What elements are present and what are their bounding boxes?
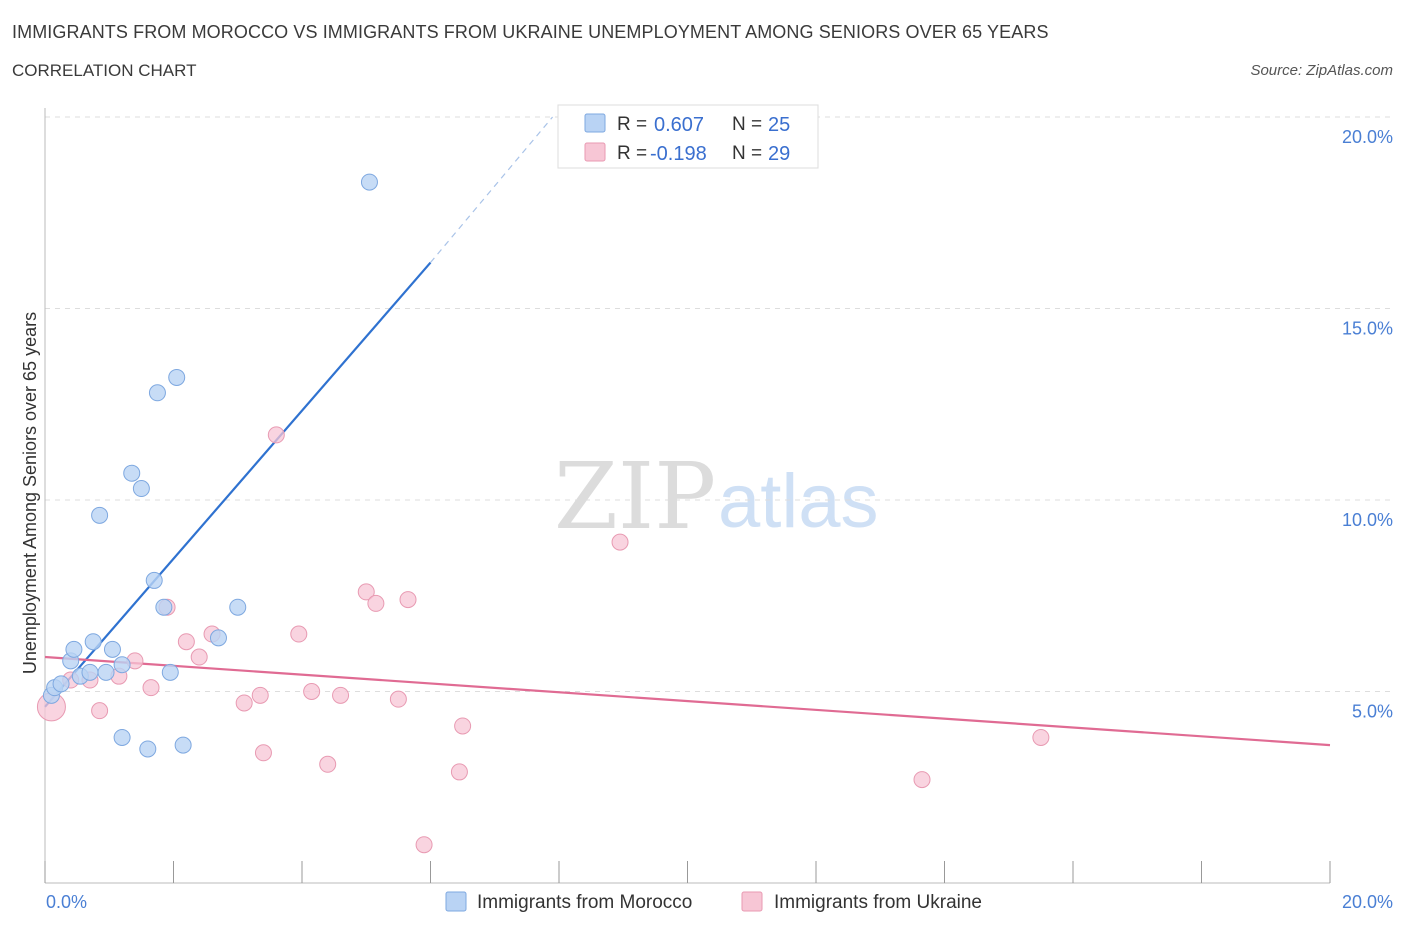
grid-lines bbox=[45, 116, 1395, 692]
point-morocco bbox=[174, 736, 192, 754]
point-ukraine bbox=[611, 533, 629, 551]
point-morocco bbox=[155, 598, 173, 616]
morocco-r-label: R = bbox=[617, 114, 647, 135]
y-tick-label-15: 15.0% bbox=[1342, 319, 1393, 339]
point-morocco bbox=[360, 173, 378, 191]
point-morocco bbox=[113, 656, 131, 674]
trend-line-morocco bbox=[44, 261, 432, 708]
morocco-r-value: 0.607 bbox=[654, 114, 704, 136]
watermark-atlas: atlas bbox=[718, 459, 879, 544]
morocco-swatch bbox=[584, 113, 606, 133]
series-legend: Immigrants from Morocco Immigrants from … bbox=[445, 891, 982, 913]
point-morocco bbox=[91, 506, 109, 524]
point-morocco bbox=[103, 640, 121, 658]
source-credit: Source: ZipAtlas.com bbox=[1250, 62, 1393, 79]
point-ukraine bbox=[913, 771, 931, 789]
point-morocco bbox=[209, 629, 227, 647]
point-morocco bbox=[113, 728, 131, 746]
point-morocco bbox=[81, 663, 99, 681]
x-tick-label-max: 20.0% bbox=[1342, 892, 1393, 912]
legend-label-morocco: Immigrants from Morocco bbox=[477, 892, 692, 913]
point-ukraine bbox=[357, 583, 375, 601]
point-morocco bbox=[84, 633, 102, 651]
point-ukraine bbox=[91, 702, 109, 720]
y-tick-labels: 5.0% 10.0% 15.0% 20.0% bbox=[1342, 127, 1393, 722]
point-ukraine bbox=[319, 755, 337, 773]
watermark-zip: ZIP bbox=[554, 443, 716, 550]
point-ukraine bbox=[290, 625, 308, 643]
point-morocco bbox=[161, 663, 179, 681]
morocco-n-value: 25 bbox=[768, 114, 790, 136]
point-ukraine bbox=[399, 591, 417, 609]
point-ukraine bbox=[303, 683, 321, 700]
y-tick-label-20: 20.0% bbox=[1342, 127, 1393, 147]
point-morocco bbox=[65, 640, 83, 658]
chart-subtitle: CORRELATION CHART bbox=[12, 61, 197, 80]
axes bbox=[44, 108, 1331, 884]
legend-label-ukraine: Immigrants from Ukraine bbox=[774, 892, 982, 913]
point-ukraine bbox=[367, 594, 385, 612]
point-morocco bbox=[229, 598, 247, 616]
ukraine-swatch bbox=[584, 142, 606, 162]
stats-legend-box: R = 0.607 N = 25 R = -0.198 N = 29 bbox=[557, 104, 819, 169]
point-ukraine bbox=[142, 679, 160, 697]
point-ukraine bbox=[454, 717, 472, 735]
legend-swatch-morocco bbox=[445, 891, 467, 912]
point-ukraine bbox=[254, 744, 272, 762]
point-morocco bbox=[97, 663, 115, 681]
ukraine-n-value: 29 bbox=[768, 143, 790, 165]
point-ukraine bbox=[1032, 728, 1050, 746]
point-morocco bbox=[145, 571, 163, 589]
ukraine-r-value: -0.198 bbox=[650, 143, 707, 165]
y-axis-label: Unemployment Among Seniors over 65 years bbox=[20, 312, 40, 674]
point-morocco bbox=[139, 740, 157, 758]
point-morocco bbox=[148, 384, 166, 402]
legend-swatch-ukraine bbox=[741, 891, 763, 912]
point-morocco bbox=[132, 480, 150, 498]
trend-line-ukraine bbox=[44, 655, 1331, 747]
x-tick-label-min: 0.0% bbox=[46, 892, 87, 912]
point-ukraine bbox=[267, 426, 285, 444]
morocco-n-label: N = bbox=[732, 114, 762, 135]
point-morocco bbox=[52, 675, 70, 693]
point-ukraine bbox=[190, 648, 208, 666]
y-tick-label-10: 10.0% bbox=[1342, 510, 1393, 530]
data-points bbox=[36, 173, 1050, 854]
ukraine-n-label: N = bbox=[732, 143, 762, 164]
trend-lines bbox=[44, 116, 1331, 747]
trend-line-morocco-extrapolated bbox=[430, 116, 554, 263]
point-ukraine bbox=[450, 763, 468, 781]
ukraine-r-label: R = bbox=[617, 143, 647, 164]
point-ukraine bbox=[389, 690, 407, 708]
point-morocco bbox=[123, 464, 141, 482]
point-ukraine bbox=[235, 694, 253, 712]
point-ukraine bbox=[332, 686, 350, 704]
point-ukraine bbox=[251, 686, 269, 704]
point-ukraine bbox=[415, 836, 433, 854]
point-ukraine bbox=[177, 633, 195, 651]
point-morocco bbox=[168, 368, 186, 386]
y-tick-label-5: 5.0% bbox=[1352, 702, 1393, 722]
chart-title: IMMIGRANTS FROM MOROCCO VS IMMIGRANTS FR… bbox=[12, 22, 1049, 42]
